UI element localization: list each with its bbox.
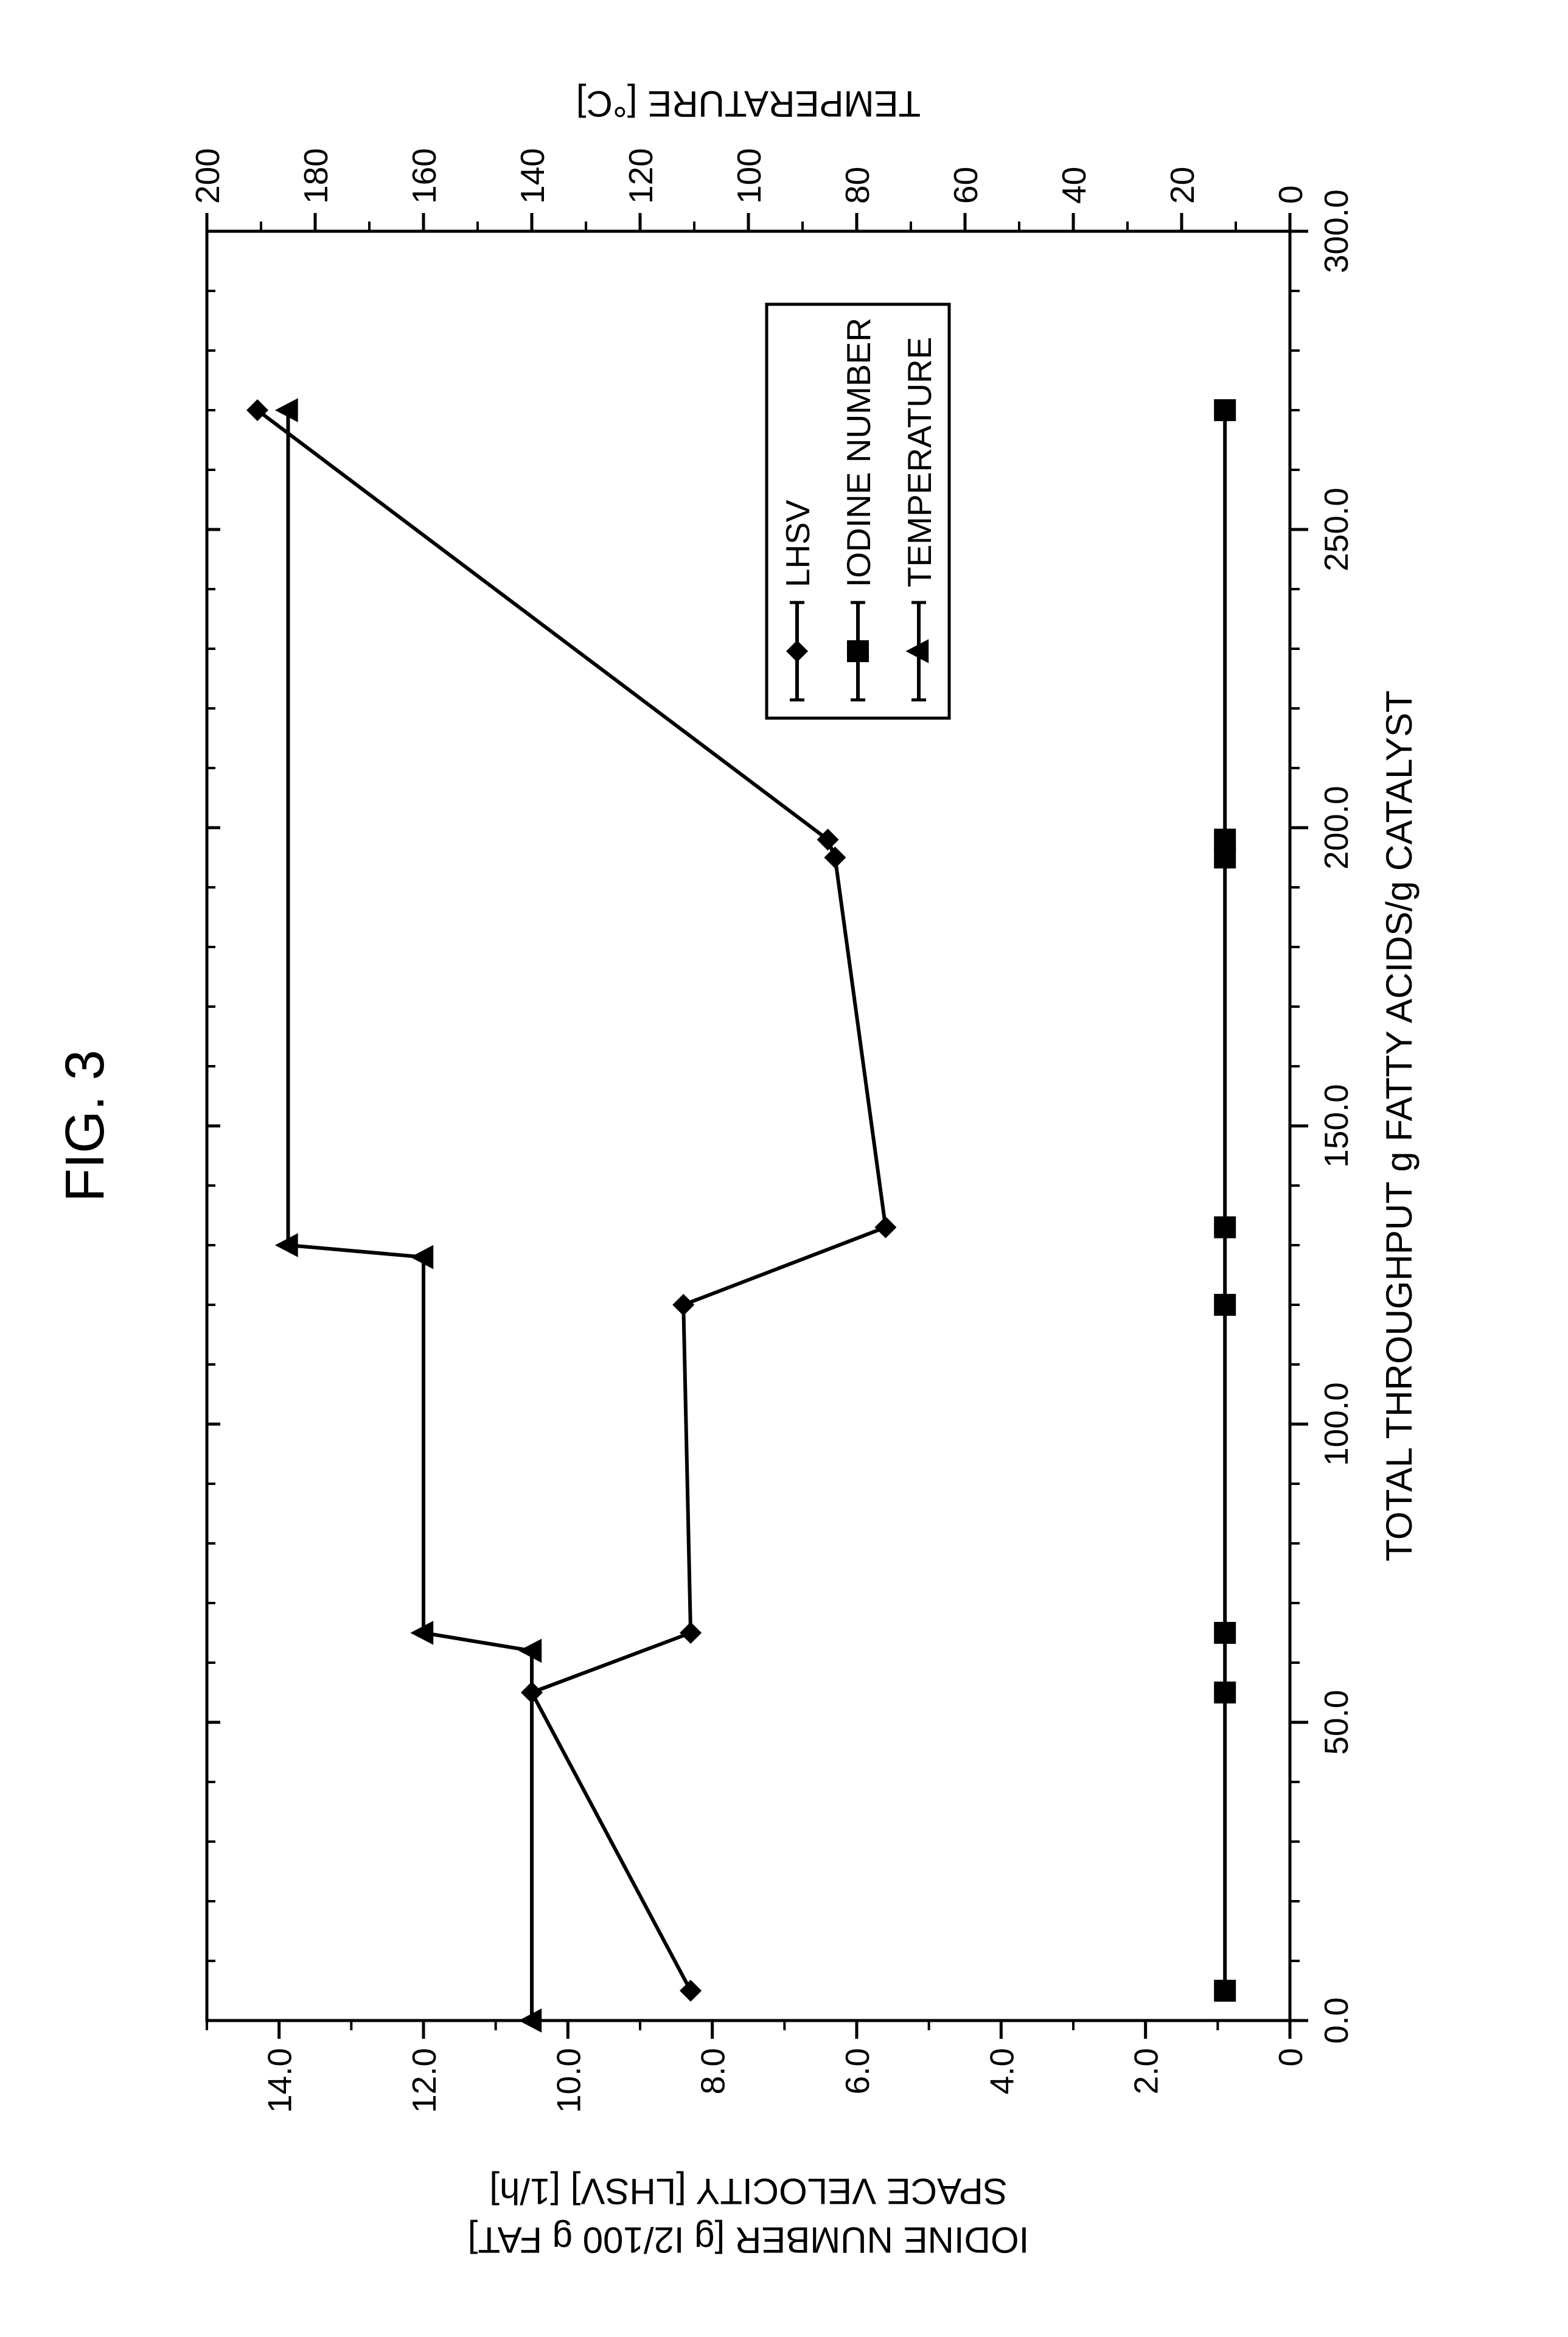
series-line [288, 410, 532, 2021]
marker-diamond [680, 1622, 702, 1644]
y-right-tick-label: 20 [1163, 167, 1201, 204]
y-left-tick-label: 14.0 [261, 2048, 299, 2113]
y-left-tick-label: 2.0 [1127, 2048, 1165, 2094]
marker-square [847, 640, 869, 662]
marker-square [1214, 1217, 1236, 1238]
y-left-tick-label: 6.0 [838, 2048, 876, 2094]
y-left-label-1: IODINE NUMBER [g I2/100 g FAT] [468, 2220, 1030, 2260]
series-temperature [275, 398, 542, 2033]
y-right-label-group: TEMPERATURE [°C] [576, 83, 921, 124]
x-tick-label: 200.0 [1317, 786, 1355, 870]
y-right-tick-label: 180 [297, 148, 335, 204]
figure-label: FIG. 3 [55, 1050, 116, 1202]
chart-svg: FIG. 3 0.0 50.0 100.0 150.0 200.0 250.0 300.0 TO… [0, 0, 1568, 2337]
y-left-tick-label: 0 [1272, 2048, 1309, 2067]
y-left-label-group: IODINE NUMBER [g I2/100 g FAT] SPACE VELO… [468, 2171, 1030, 2260]
legend-label: TEMPERATURE [901, 337, 938, 587]
marker-square [1214, 1682, 1236, 1703]
x-axis-label: TOTAL THROUGHPUT g FATTY ACIDS/g CATALYS… [1379, 690, 1420, 1561]
y-right-tick-label: 200 [189, 148, 226, 204]
x-tick-label: 250.0 [1317, 487, 1355, 571]
y-right-tick-label: 160 [405, 148, 443, 204]
x-tick-label: 50.0 [1317, 1689, 1355, 1755]
marker-diamond [680, 1980, 702, 2002]
marker-square [1214, 829, 1236, 851]
marker-diamond [672, 1294, 694, 1316]
y-left-tick-label: 10.0 [549, 2048, 587, 2113]
y-left-tick-label: 8.0 [694, 2048, 732, 2094]
y-right-tick-label: 100 [730, 148, 768, 204]
y-right-label: TEMPERATURE [°C] [576, 83, 921, 124]
legend-label: IODINE NUMBER [840, 318, 877, 587]
marker-square [1214, 399, 1236, 421]
legend-label: LHSV [779, 500, 817, 587]
marker-square [1214, 1622, 1236, 1644]
plot-border [207, 231, 1290, 2021]
y-right-tick-label: 140 [514, 148, 551, 204]
x-tick-label: 100.0 [1317, 1382, 1355, 1466]
y-right-tick-label: 120 [622, 148, 660, 204]
y-left-tick-label: 4.0 [983, 2048, 1020, 2094]
y-right-tick-label: 60 [947, 167, 984, 204]
series-iodine-number [1214, 399, 1236, 2002]
legend: LHSV IODINE NUMBER TEMPERATURE [767, 304, 949, 718]
marker-diamond [874, 1217, 896, 1238]
marker-square [1214, 1294, 1236, 1316]
x-tick-label: 150.0 [1317, 1084, 1355, 1168]
y-right-tick-label: 0 [1272, 185, 1309, 204]
y-right-tick-label: 40 [1055, 167, 1093, 204]
y-left-label-2: SPACE VELOCITY [LHSV] [1/h] [489, 2171, 1007, 2212]
y-right-tick-label: 80 [838, 167, 876, 204]
marker-square [1214, 1980, 1236, 2002]
x-tick-label: 300.0 [1317, 189, 1355, 273]
x-tick-label: 0.0 [1317, 1997, 1355, 2044]
y-left-tick-label: 12.0 [405, 2048, 443, 2113]
chart-container: FIG. 3 0.0 50.0 100.0 150.0 200.0 250.0 300.0 TO… [0, 0, 1568, 2337]
